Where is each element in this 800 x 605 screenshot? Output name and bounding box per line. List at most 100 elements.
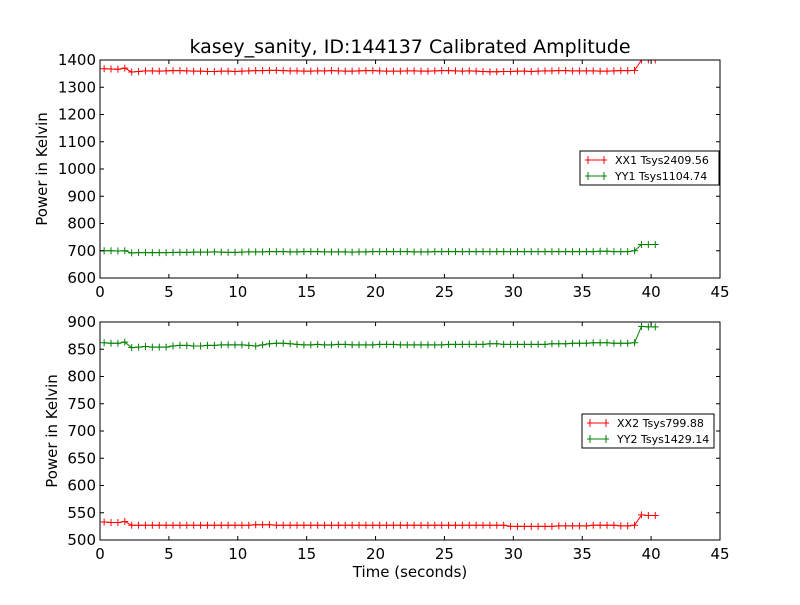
data-point-marker	[245, 248, 253, 256]
data-point-marker	[176, 248, 184, 256]
data-point-marker	[513, 522, 521, 530]
x-axis-label: Time (seconds)	[352, 563, 468, 581]
data-point-marker	[500, 248, 508, 256]
data-point-marker	[307, 248, 315, 256]
data-point-marker	[155, 521, 163, 529]
data-point-marker	[589, 67, 597, 75]
data-point-marker	[272, 339, 280, 347]
data-point-marker	[369, 341, 377, 349]
data-point-marker	[307, 67, 315, 75]
data-point-marker	[431, 521, 439, 529]
data-point-marker	[513, 248, 521, 256]
data-point-marker	[486, 521, 494, 529]
data-point-marker	[431, 248, 439, 256]
data-point-marker	[617, 67, 625, 75]
data-point-marker	[362, 67, 370, 75]
data-point-marker	[128, 68, 136, 76]
data-point-marker	[610, 339, 618, 347]
data-point-marker	[224, 248, 232, 256]
data-point-marker	[644, 511, 652, 519]
y-tick-label: 1100	[58, 133, 96, 151]
data-point-marker	[555, 248, 563, 256]
data-point-marker	[527, 67, 535, 75]
data-point-marker	[569, 67, 577, 75]
data-point-marker	[424, 248, 432, 256]
y-tick-label: 1400	[58, 51, 96, 69]
data-point-marker	[541, 67, 549, 75]
data-point-marker	[210, 67, 218, 75]
data-point-marker	[155, 343, 163, 351]
data-point-marker	[555, 67, 563, 75]
data-point-marker	[114, 519, 122, 527]
data-point-marker	[252, 248, 260, 256]
data-point-marker	[259, 67, 267, 75]
data-point-marker	[155, 249, 163, 257]
data-point-marker	[438, 521, 446, 529]
data-point-marker	[403, 67, 411, 75]
data-point-marker	[341, 340, 349, 348]
data-point-marker	[176, 521, 184, 529]
legend-label: YY2 Tsys1429.14	[616, 433, 709, 446]
data-point-marker	[369, 248, 377, 256]
data-point-marker	[507, 340, 515, 348]
data-point-marker	[279, 248, 287, 256]
data-point-marker	[651, 60, 659, 64]
x-tick-label: 35	[573, 545, 592, 563]
data-point-marker	[183, 521, 191, 529]
data-point-marker	[321, 521, 329, 529]
x-tick-label: 5	[164, 545, 174, 563]
data-point-marker	[135, 521, 143, 529]
data-point-marker	[458, 340, 466, 348]
data-point-marker	[135, 67, 143, 75]
data-point-marker	[238, 67, 246, 75]
data-point-marker	[279, 67, 287, 75]
data-point-marker	[203, 521, 211, 529]
data-point-marker	[651, 511, 659, 519]
data-point-marker	[548, 522, 556, 530]
data-point-marker	[327, 67, 335, 75]
data-point-marker	[520, 248, 528, 256]
x-tick-label: 45	[710, 283, 729, 301]
data-point-marker	[272, 521, 280, 529]
data-point-marker	[348, 248, 356, 256]
x-tick-label: 10	[228, 545, 247, 563]
data-point-marker	[465, 340, 473, 348]
data-point-marker	[451, 67, 459, 75]
data-point-marker	[651, 323, 659, 331]
data-point-marker	[479, 248, 487, 256]
data-point-marker	[500, 521, 508, 529]
y-tick-label: 1300	[58, 78, 96, 96]
data-point-marker	[617, 339, 625, 347]
data-point-marker	[100, 339, 108, 347]
data-point-marker	[362, 521, 370, 529]
data-point-marker	[410, 341, 418, 349]
x-tick-label: 0	[95, 545, 105, 563]
data-point-marker	[479, 67, 487, 75]
data-point-marker	[279, 521, 287, 529]
data-point-marker	[121, 64, 129, 72]
data-point-marker	[114, 247, 122, 255]
data-point-marker	[383, 340, 391, 348]
data-point-marker	[403, 521, 411, 529]
data-point-marker	[465, 248, 473, 256]
data-point-marker	[148, 521, 156, 529]
data-point-marker	[575, 339, 583, 347]
data-point-marker	[148, 343, 156, 351]
data-point-marker	[458, 67, 466, 75]
data-point-marker	[493, 521, 501, 529]
data-point-marker	[410, 67, 418, 75]
x-tick-label: 10	[228, 283, 247, 301]
data-point-marker	[417, 521, 425, 529]
data-point-marker	[534, 67, 542, 75]
legend-swatch-icon	[587, 419, 609, 427]
y-tick-label: 500	[67, 531, 96, 549]
data-point-marker	[190, 67, 198, 75]
data-point-marker	[141, 343, 149, 351]
data-point-marker	[203, 67, 211, 75]
legend-label: XX2 Tsys799.88	[617, 417, 704, 430]
data-point-marker	[396, 521, 404, 529]
data-point-marker	[431, 341, 439, 349]
data-point-marker	[472, 67, 480, 75]
x-tick-label: 40	[642, 283, 661, 301]
